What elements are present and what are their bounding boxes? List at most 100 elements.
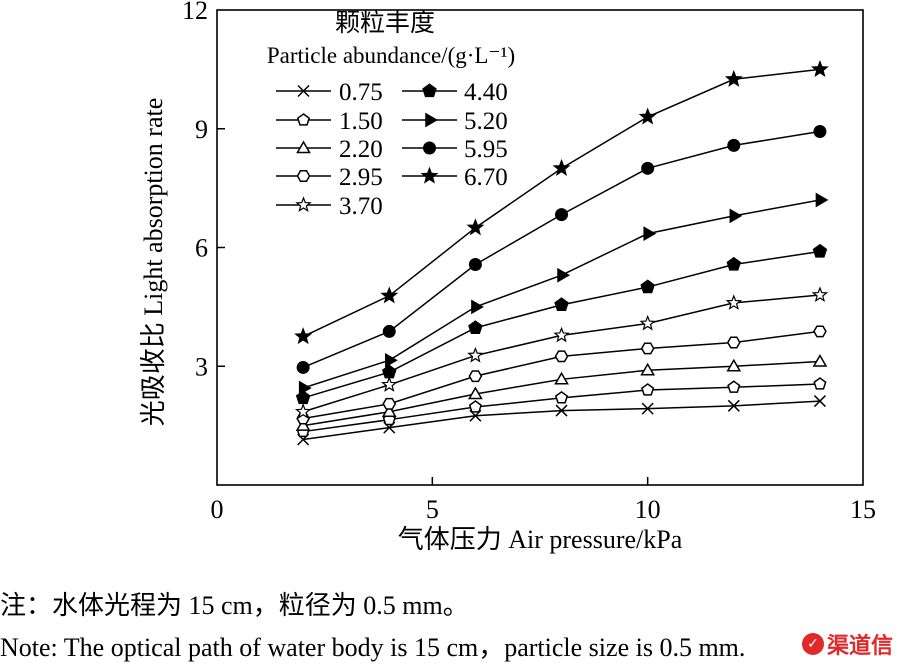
data-point-2.20-8 bbox=[554, 371, 569, 385]
legend-label-5.20: 5.20 bbox=[464, 108, 508, 135]
x-tick-label: 10 bbox=[635, 495, 661, 524]
data-point-5.95-6 bbox=[468, 258, 482, 272]
data-point-0.75-12 bbox=[727, 399, 740, 412]
legend-item-6.70: 6.70 bbox=[402, 164, 508, 191]
data-point-3.70-6 bbox=[467, 346, 484, 363]
legend-label-1.50: 1.50 bbox=[339, 108, 383, 135]
x-tick-label: 5 bbox=[426, 495, 439, 524]
watermark-text: 渠道信 bbox=[827, 634, 894, 659]
data-point-4.40-12 bbox=[726, 256, 742, 271]
data-point-2.20-6 bbox=[468, 386, 483, 400]
watermark-logo: ✓ 渠道信 bbox=[802, 626, 902, 662]
data-point-1.50-14 bbox=[813, 377, 827, 390]
data-point-2.20-2 bbox=[295, 418, 311, 431]
series-6.70 bbox=[294, 59, 829, 345]
x-tick-label: 15 bbox=[850, 495, 876, 524]
data-point-3.70-2 bbox=[294, 403, 312, 419]
legend-title-en: Particle abundance/(g·L⁻¹) bbox=[267, 43, 515, 68]
x-tick-label: 0 bbox=[211, 495, 224, 524]
legend-item-2.95: 2.95 bbox=[276, 164, 383, 191]
legend: 颗粒丰度 Particle abundance/(g·L⁻¹) 0.751.50… bbox=[267, 9, 515, 220]
line-chart: 0 5 10 15 3 6 9 12 气体压力 Air pressure/kPa 光吸收比 L… bbox=[139, 0, 876, 554]
data-point-1.50-12 bbox=[727, 380, 741, 393]
data-point-6.70-4 bbox=[380, 286, 399, 304]
data-point-5.20-14 bbox=[815, 192, 829, 208]
data-point-0.75-14 bbox=[813, 395, 826, 408]
y-tick-label: 9 bbox=[195, 115, 208, 144]
data-point-5.95-8 bbox=[555, 208, 569, 222]
series-5.95 bbox=[296, 125, 827, 374]
data-point-1.50-6 bbox=[468, 400, 482, 413]
data-point-5.95-14 bbox=[813, 125, 827, 139]
data-point-2.95-4 bbox=[382, 397, 397, 410]
legend-label-2.20: 2.20 bbox=[339, 136, 383, 163]
y-tick-label: 3 bbox=[195, 352, 208, 381]
x-axis-label: 气体压力 Air pressure/kPa bbox=[398, 525, 683, 554]
data-point-5.95-12 bbox=[727, 138, 741, 152]
data-point-2.95-12 bbox=[726, 336, 741, 349]
data-point-0.75-8 bbox=[555, 404, 568, 417]
legend-item-0.75: 0.75 bbox=[276, 79, 383, 106]
y-tick-label: 12 bbox=[182, 0, 208, 25]
legend-label-2.95: 2.95 bbox=[339, 164, 383, 191]
data-point-5.20-12 bbox=[729, 208, 743, 224]
data-point-6.70-8 bbox=[552, 158, 571, 176]
data-point-3.70-8 bbox=[553, 326, 570, 343]
data-point-3.70-10 bbox=[639, 314, 656, 331]
legend-marker-5.20 bbox=[425, 112, 438, 128]
data-point-6.70-12 bbox=[724, 69, 743, 87]
data-point-1.50-10 bbox=[641, 383, 655, 396]
legend-item-3.70: 3.70 bbox=[276, 193, 383, 220]
legend-label-3.70: 3.70 bbox=[339, 193, 383, 220]
legend-item-5.95: 5.95 bbox=[402, 136, 508, 163]
legend-item-5.20: 5.20 bbox=[402, 108, 508, 135]
data-point-0.75-10 bbox=[641, 402, 654, 415]
data-point-4.40-10 bbox=[640, 279, 655, 294]
data-point-6.70-6 bbox=[466, 218, 485, 236]
legend-marker-1.50 bbox=[296, 113, 311, 126]
data-point-2.95-14 bbox=[813, 325, 827, 338]
series-4.40 bbox=[295, 243, 828, 405]
data-point-5.20-4 bbox=[385, 352, 398, 368]
data-point-5.95-2 bbox=[296, 360, 310, 374]
watermark-badge-icon: ✓ bbox=[802, 633, 824, 655]
series-1.50 bbox=[296, 377, 827, 438]
data-point-3.70-4 bbox=[381, 376, 398, 392]
legend-label-6.70: 6.70 bbox=[464, 164, 508, 191]
data-point-6.70-10 bbox=[638, 107, 657, 125]
data-point-5.20-2 bbox=[298, 380, 312, 396]
y-axis-label: 光吸收比 Light absorption rate bbox=[139, 98, 168, 427]
plot-frame bbox=[216, 9, 864, 486]
data-point-2.95-6 bbox=[468, 370, 483, 383]
y-tick-label: 6 bbox=[195, 234, 208, 263]
legend-label-4.40: 4.40 bbox=[464, 79, 508, 106]
data-point-5.95-10 bbox=[641, 161, 655, 175]
legend-title-zh: 颗粒丰度 bbox=[335, 9, 435, 37]
legend-label-5.95: 5.95 bbox=[464, 136, 508, 163]
series-5.20 bbox=[298, 192, 829, 396]
data-point-2.95-10 bbox=[640, 342, 655, 355]
legend-item-4.40: 4.40 bbox=[402, 79, 508, 106]
legend-label-0.75: 0.75 bbox=[339, 79, 383, 106]
data-point-5.20-10 bbox=[643, 226, 657, 242]
data-point-3.70-12 bbox=[725, 294, 743, 310]
series-2.20 bbox=[295, 354, 828, 431]
data-point-5.95-4 bbox=[382, 324, 396, 338]
data-point-6.70-14 bbox=[810, 59, 829, 77]
legend-marker-5.95 bbox=[423, 141, 436, 155]
data-point-5.20-8 bbox=[557, 267, 571, 283]
data-point-4.40-4 bbox=[382, 364, 397, 379]
legend-marker-6.70 bbox=[420, 166, 439, 184]
legend-marker-3.70 bbox=[295, 196, 312, 213]
data-point-4.40-6 bbox=[468, 320, 483, 335]
legend-marker-2.20 bbox=[296, 140, 311, 154]
data-point-5.20-6 bbox=[471, 299, 484, 315]
data-point-2.20-14 bbox=[812, 354, 828, 367]
data-point-2.20-10 bbox=[640, 362, 656, 376]
footnote-english: Note: The optical path of water body is … bbox=[0, 633, 746, 662]
data-point-2.20-4 bbox=[381, 404, 397, 418]
data-point-2.95-8 bbox=[554, 350, 569, 363]
legend-item-2.20: 2.20 bbox=[276, 136, 383, 163]
data-point-4.40-8 bbox=[554, 297, 569, 312]
data-point-6.70-2 bbox=[294, 327, 313, 345]
